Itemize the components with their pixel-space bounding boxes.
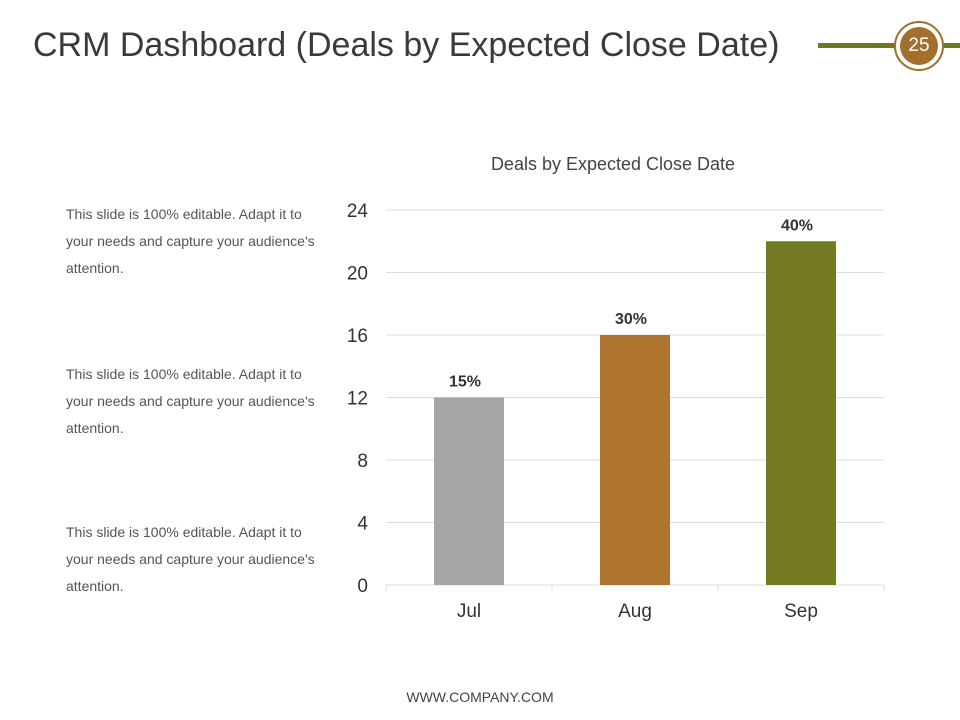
y-tick-label: 0 [357,576,368,597]
page-number-badge: 25 [894,21,944,71]
page-number: 25 [900,27,938,65]
bar-sep [766,241,836,585]
y-tick-label: 4 [357,514,368,535]
note-text-2: This slide is 100% editable. Adapt it to… [66,366,315,436]
x-tick-label: Jul [457,601,481,622]
note-text-3: This slide is 100% editable. Adapt it to… [66,524,315,594]
note-text-1: This slide is 100% editable. Adapt it to… [66,206,315,276]
data-label: 40% [781,217,813,234]
y-tick-label: 20 [347,264,368,285]
y-tick-label: 24 [347,201,369,222]
y-tick-label: 16 [347,326,368,347]
y-tick-label: 8 [357,451,368,472]
x-tick-label: Aug [618,601,652,622]
chart-title: Deals by Expected Close Date [491,154,735,174]
data-label: 15% [449,374,481,391]
bar-jul [434,397,504,585]
x-tick-label: Sep [784,601,818,622]
y-tick-label: 12 [347,389,368,410]
footer-url: WWW.COMPANY.COM [406,689,554,705]
slide-title: CRM Dashboard (Deals by Expected Close D… [33,26,780,64]
bar-aug [600,335,670,585]
data-label: 30% [615,311,647,328]
title-accent-line [818,43,960,48]
